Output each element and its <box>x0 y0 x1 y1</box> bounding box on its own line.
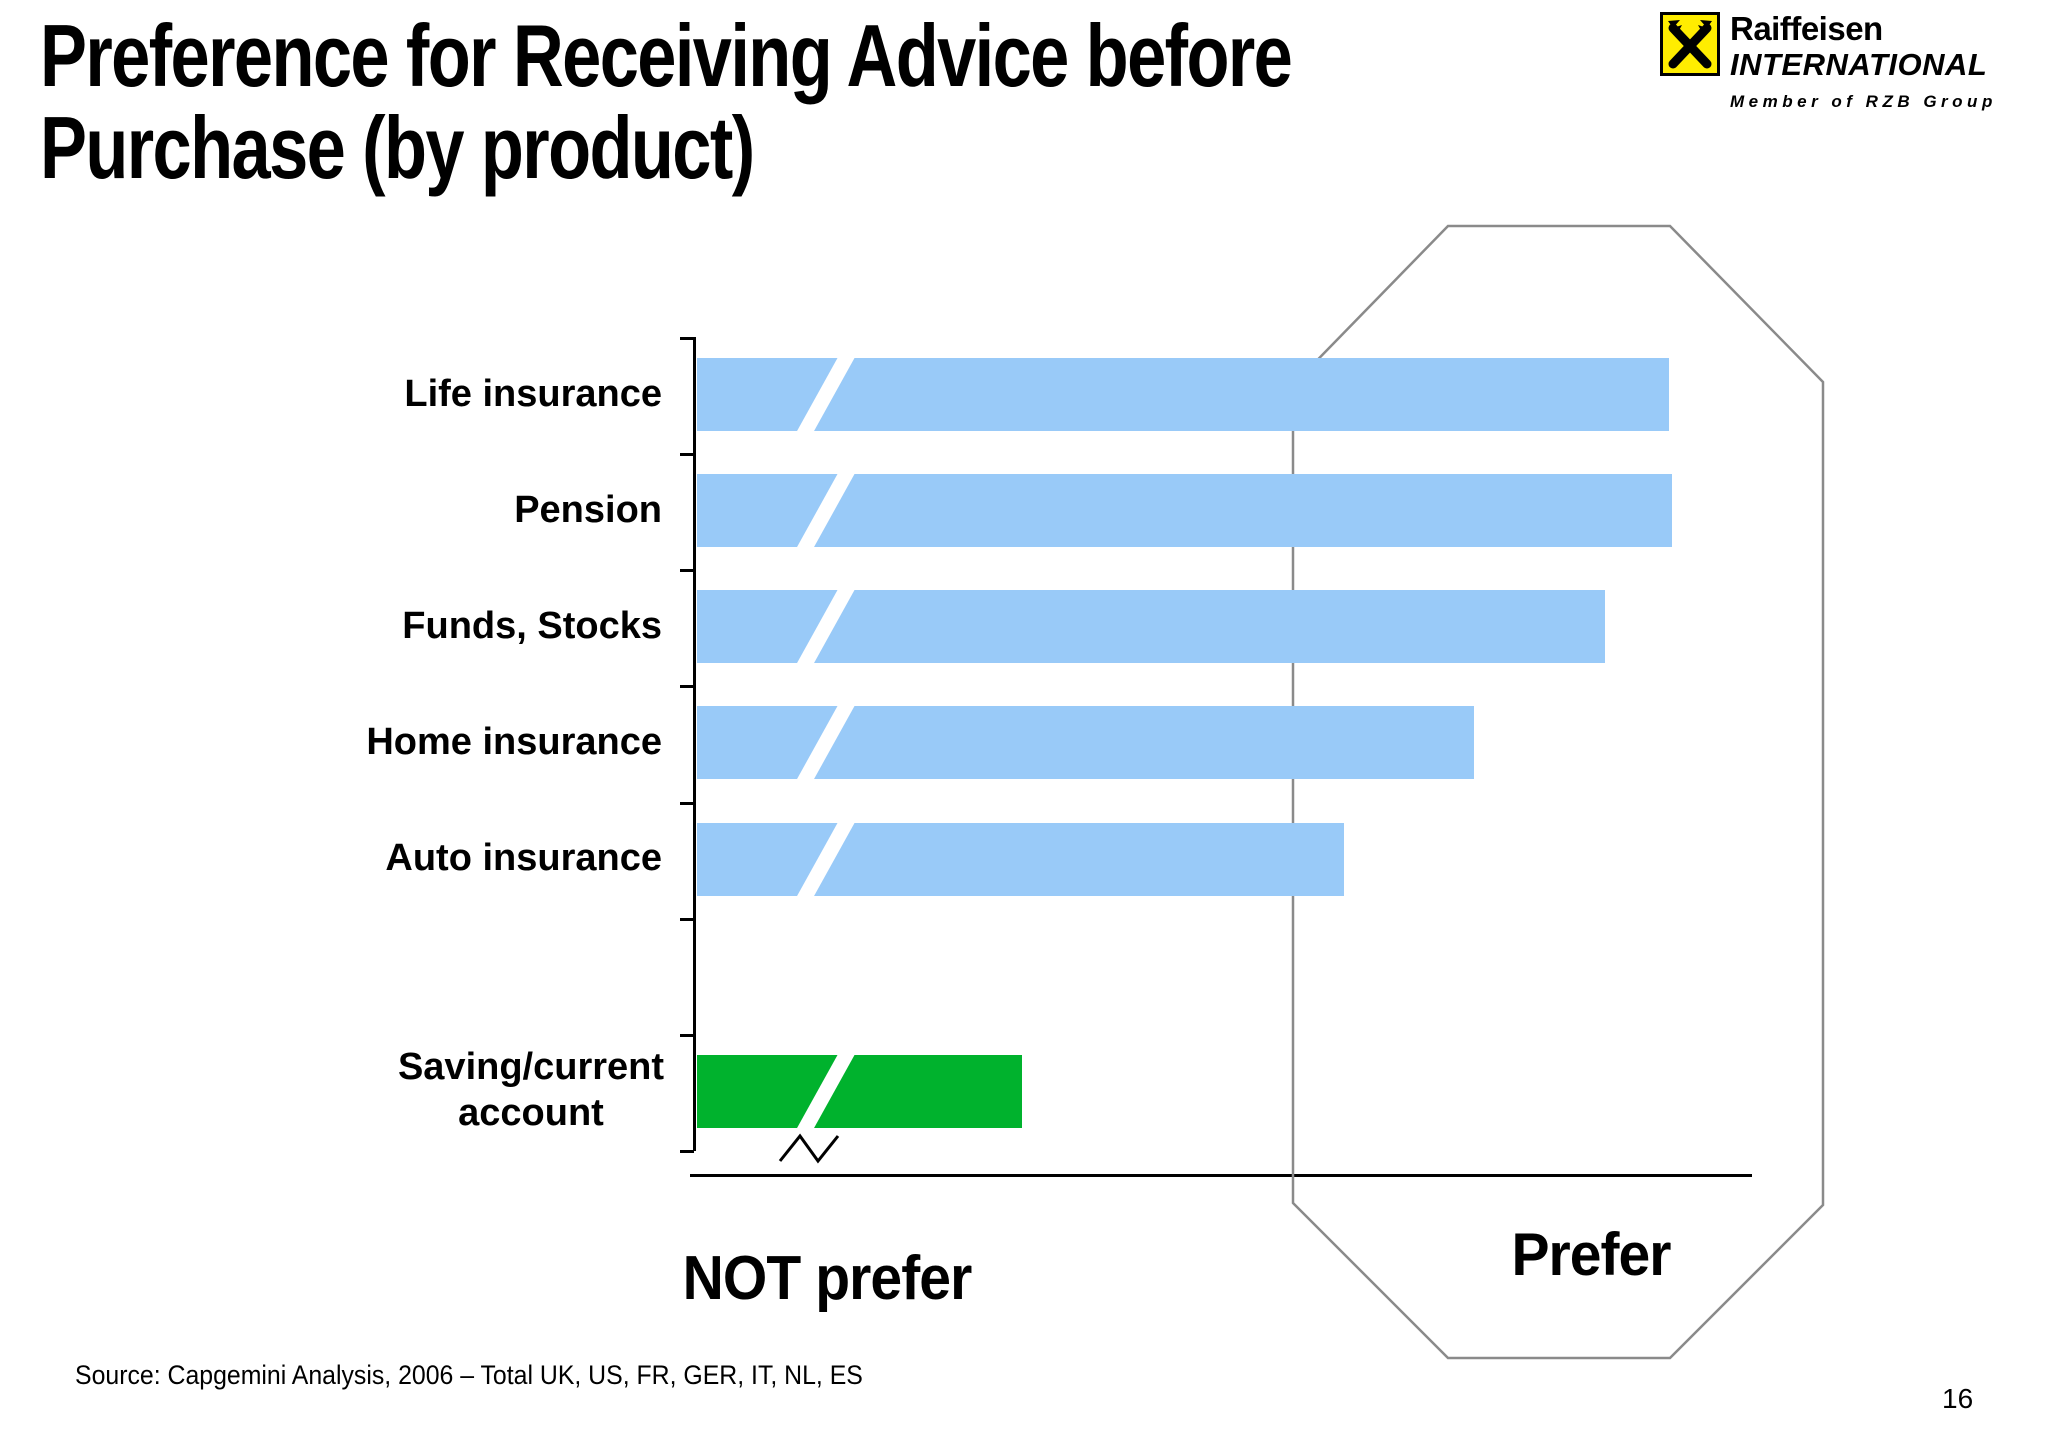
raiffeisen-logo: Raiffeisen INTERNATIONAL Member of RZB G… <box>1660 12 1997 110</box>
category-label: Auto insurance <box>385 837 662 879</box>
axis-tick <box>680 918 694 921</box>
page-number: 16 <box>1942 1383 1974 1414</box>
bar-pension <box>697 474 1672 547</box>
not-prefer-zone-label: NOT prefer <box>682 1244 973 1313</box>
source-note: Source: Capgemini Analysis, 2006 – Total… <box>75 1360 863 1390</box>
axis-tick <box>680 569 694 572</box>
bar-funds-stocks <box>697 590 1605 663</box>
axis-tick <box>680 1034 694 1037</box>
raiffeisen-crossed-gables-icon <box>1660 12 1720 76</box>
category-label: Funds, Stocks <box>402 605 662 647</box>
axis-break-icon <box>778 1133 840 1164</box>
bar-break-slash <box>795 823 856 896</box>
bar-auto-insurance <box>697 823 1344 896</box>
category-label: Saving/current account <box>397 1046 665 1134</box>
value-axis-line <box>690 1174 1752 1177</box>
logo-tagline: Member of RZB Group <box>1730 92 1997 111</box>
bar-saving-current-account <box>697 1055 1022 1128</box>
bar-break-slash <box>795 358 856 431</box>
logo-brand: Raiffeisen <box>1730 10 1883 47</box>
page-title: Preference for Receiving Advice before P… <box>40 6 1293 198</box>
bar-life-insurance <box>697 358 1669 431</box>
axis-tick <box>680 453 694 456</box>
axis-tick <box>680 685 694 688</box>
prefer-zone-label: Prefer <box>1511 1221 1671 1288</box>
bar-break-slash <box>795 474 856 547</box>
bar-break-slash <box>795 590 856 663</box>
category-label: Life insurance <box>404 373 662 415</box>
logo-text: Raiffeisen INTERNATIONAL Member of RZB G… <box>1730 12 1997 110</box>
axis-tick <box>680 802 694 805</box>
logo-brand-2: INTERNATIONAL <box>1730 47 1988 82</box>
bar-break-slash <box>795 1055 856 1128</box>
bar-break-slash <box>795 706 856 779</box>
category-label: Home insurance <box>366 721 662 763</box>
bar-home-insurance <box>697 706 1474 779</box>
axis-tick <box>680 1150 694 1153</box>
category-label: Pension <box>514 489 662 531</box>
axis-tick <box>680 337 694 340</box>
category-axis-line <box>693 337 696 1151</box>
